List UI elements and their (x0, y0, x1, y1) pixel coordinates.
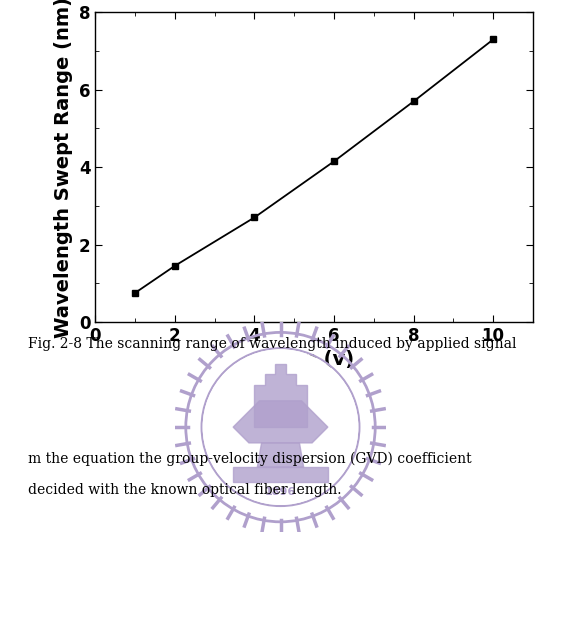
Polygon shape (233, 467, 328, 482)
Text: decided with the known optical fiber length.: decided with the known optical fiber len… (28, 483, 342, 497)
Polygon shape (254, 364, 307, 427)
Text: m the equation the group-velocity dispersion (GVD) coefficient: m the equation the group-velocity disper… (28, 452, 472, 466)
Circle shape (203, 349, 358, 505)
Text: 1896: 1896 (265, 487, 296, 497)
Y-axis label: Wavelength Swept Range (nm): Wavelength Swept Range (nm) (54, 0, 73, 337)
X-axis label: Vpp (v): Vpp (v) (274, 350, 354, 370)
Polygon shape (257, 443, 304, 467)
Polygon shape (233, 401, 328, 443)
Text: Fig. 2-8 The scanning range of wavelength induced by applied signal: Fig. 2-8 The scanning range of wavelengt… (28, 337, 517, 352)
